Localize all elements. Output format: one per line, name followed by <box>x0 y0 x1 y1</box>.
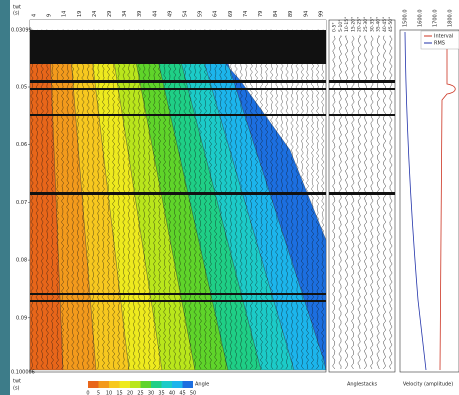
colorbar-tick-label: 20 <box>127 391 133 395</box>
reflector <box>30 192 326 195</box>
angle-label: 40-45° <box>382 17 388 32</box>
colorbar-cell <box>88 381 99 388</box>
angle-label: 20-25° <box>357 17 363 32</box>
header-band <box>30 20 326 30</box>
colorbar-cell <box>162 381 173 388</box>
colorbar-tick-label: 45 <box>179 391 185 395</box>
angle-label: 15-20° <box>350 17 356 32</box>
angle-label: 45-50° <box>388 17 394 32</box>
trace-label: 74 <box>243 11 249 17</box>
trace-label: 99 <box>318 11 324 17</box>
colorbar-cell <box>130 381 141 388</box>
trace-label: 84 <box>273 11 279 17</box>
colorbar-cell <box>183 381 194 388</box>
velocity-tick-label: 1600.0 <box>418 10 424 28</box>
trace-label: 29 <box>107 11 113 17</box>
trace-label: 14 <box>62 11 68 17</box>
trace-label: 9 <box>47 14 53 17</box>
axis-label: twt <box>13 379 21 385</box>
trace-label: 64 <box>213 11 219 17</box>
axis-tick-label: 0.07 <box>16 200 27 206</box>
trace-label: 4 <box>32 14 38 17</box>
trace-label: 69 <box>228 11 234 17</box>
angle-label: 5-10° <box>338 20 344 32</box>
trace-label: 34 <box>122 11 128 17</box>
colorbar <box>88 381 193 388</box>
trace-label: 79 <box>258 11 264 17</box>
angle-label: 10-15° <box>344 17 350 32</box>
angle-label: 30-35° <box>369 17 375 32</box>
colorbar-cell <box>141 381 152 388</box>
trace-label: 94 <box>303 11 309 17</box>
reflector <box>30 114 326 116</box>
legend-label: RMS <box>434 41 445 47</box>
colorbar-tick-label: 15 <box>116 391 122 395</box>
angle-label: 25-30° <box>363 17 369 32</box>
axis-tick-label: 0.03099 <box>11 28 32 34</box>
reflector <box>329 80 395 83</box>
side-strip <box>0 0 10 395</box>
angle-label: 0-5° <box>332 22 338 32</box>
colorbar-tick-label: 10 <box>106 391 112 395</box>
axis-tick-label: 0.08 <box>16 258 27 264</box>
axis-label: (s) <box>13 11 20 17</box>
axis-tick-label: 0.09 <box>16 315 27 321</box>
panel-title: Velocity (amplitude) <box>403 382 453 388</box>
panel-title: Anglestacks <box>347 382 378 388</box>
seismic-window: Interval RMS twt (s) 0.03099 0.100006 tw… <box>0 0 459 395</box>
trace-label: 39 <box>137 11 143 17</box>
trace-label: 54 <box>183 11 189 17</box>
colorbar-tick-label: 40 <box>169 391 175 395</box>
colorbar-tick-label: 5 <box>97 391 100 395</box>
colorbar-title: Angle <box>195 382 209 388</box>
reflector <box>30 300 326 302</box>
reflector <box>329 192 395 195</box>
trace-label: 89 <box>288 11 294 17</box>
trace-label: 49 <box>167 11 173 17</box>
angle-label: 35-40° <box>376 17 382 32</box>
trace-label: 19 <box>77 11 83 17</box>
axis-label: (s) <box>13 386 20 392</box>
reflector <box>329 114 395 116</box>
axis-tick-label: 0.05 <box>16 85 27 91</box>
reflector <box>30 293 326 295</box>
trace-label: 44 <box>152 11 158 17</box>
velocity-tick-label: 1800.0 <box>448 10 454 28</box>
velocity-tick-label: 1500.0 <box>403 10 409 28</box>
reflector <box>30 80 326 83</box>
axis-tick-label: 0.06 <box>16 142 27 148</box>
reflector <box>329 88 395 90</box>
colorbar-cell <box>151 381 162 388</box>
reflector <box>30 88 326 90</box>
colorbar-cell <box>172 381 183 388</box>
colorbar-cell <box>99 381 110 388</box>
velocity-panel <box>400 30 459 372</box>
colorbar-tick-label: 35 <box>158 391 164 395</box>
reflector <box>30 30 326 64</box>
colorbar-cell <box>109 381 120 388</box>
colorbar-cell <box>120 381 131 388</box>
colorbar-tick-label: 0 <box>86 391 89 395</box>
trace-label: 59 <box>198 11 204 17</box>
trace-label: 24 <box>92 11 98 17</box>
velocity-tick-label: 1700.0 <box>433 10 439 28</box>
colorbar-tick-label: 50 <box>190 391 196 395</box>
colorbar-tick-label: 30 <box>148 391 154 395</box>
legend-label: Interval <box>434 34 453 40</box>
colorbar-tick-label: 25 <box>137 391 143 395</box>
axis-tick-label: 0.100006 <box>11 370 35 376</box>
